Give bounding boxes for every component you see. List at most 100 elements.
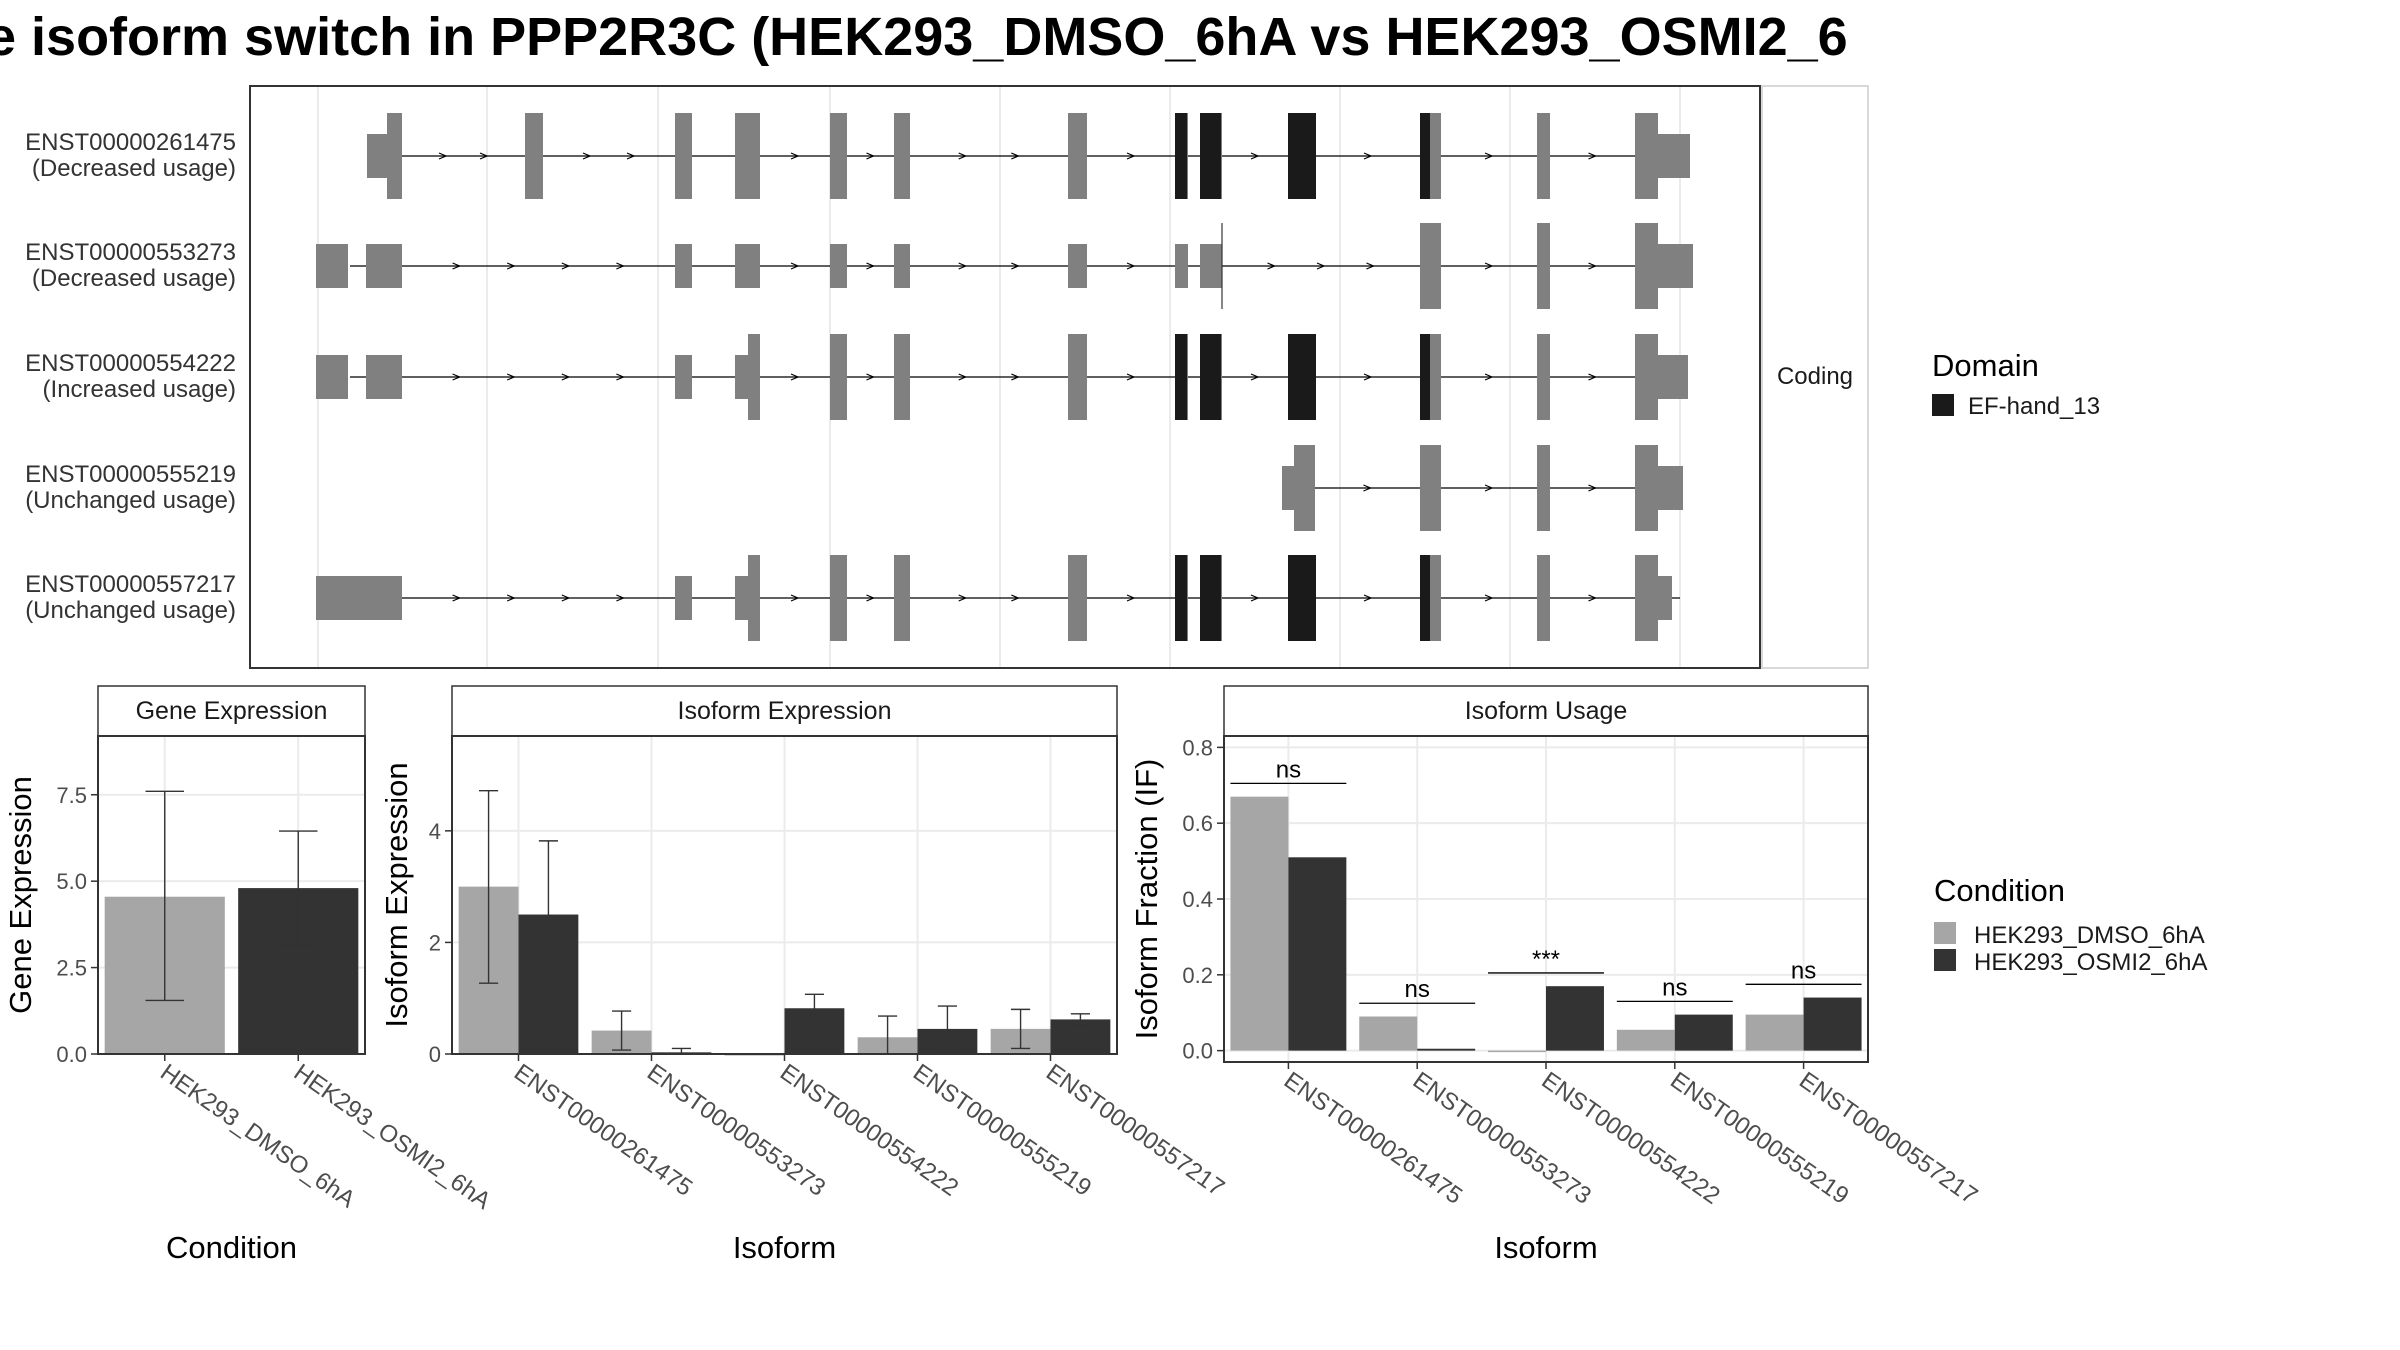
intron-arrow (1250, 152, 1260, 160)
intron-arrow (626, 152, 636, 160)
ef-hand-domain (1200, 113, 1221, 199)
intron-arrow (1126, 262, 1136, 270)
domain-legend-label: EF-hand_13 (1968, 393, 2100, 420)
exon (1175, 244, 1188, 288)
exon (748, 555, 760, 641)
exon (1068, 334, 1087, 420)
exon (1635, 113, 1658, 199)
intron-arrow (1366, 262, 1376, 270)
exon (1294, 445, 1315, 531)
intron-arrow (561, 373, 571, 381)
exon (830, 334, 847, 420)
y-axis-title: Isoform Expression (379, 762, 414, 1027)
intron-arrow (616, 262, 625, 270)
condition-legend-label: HEK293_DMSO_6hA (1974, 922, 2205, 949)
panel-strip (97, 685, 366, 737)
intron-arrow (1588, 152, 1598, 160)
gene-expression-panel: Gene Expression0.02.55.07.5HEK293_DMSO_6… (3, 685, 496, 1265)
bar (1288, 857, 1347, 1051)
exon (525, 113, 543, 199)
exon (366, 355, 402, 399)
ef-hand-domain (1288, 555, 1316, 641)
y-tick-label: 0.0 (1182, 1039, 1213, 1064)
intron-arrow (452, 594, 462, 602)
bar (1359, 1016, 1418, 1051)
intron-arrow (438, 152, 448, 160)
panel-frame (97, 735, 366, 1055)
y-tick-label: 5.0 (56, 869, 87, 894)
exon (1068, 113, 1087, 199)
exon (830, 555, 847, 641)
intron-arrow (1250, 373, 1260, 381)
panel-strip-title: Gene Expression (136, 697, 328, 725)
significance-label: ns (1662, 974, 1687, 1001)
exon (675, 355, 692, 399)
exon (748, 334, 760, 420)
exon (675, 576, 692, 620)
y-tick-label: 0 (429, 1042, 441, 1067)
intron-arrow (1126, 373, 1136, 381)
bar (1230, 796, 1289, 1051)
exon (1635, 223, 1658, 309)
exon (1635, 334, 1658, 420)
intron-arrow (1484, 152, 1494, 160)
intron-arrow (790, 262, 800, 270)
intron-arrow (1267, 262, 1277, 270)
ef-hand-domain (1175, 113, 1187, 199)
intron-arrow (1363, 152, 1373, 160)
transcript-usage-label: (Increased usage) (43, 376, 236, 403)
intron-arrow (790, 594, 800, 602)
exon (367, 134, 388, 178)
y-tick-label: 0.2 (1182, 963, 1213, 988)
exon (894, 244, 910, 288)
ef-hand-domain (1200, 555, 1221, 641)
exon (1658, 576, 1672, 620)
exon (1635, 555, 1658, 641)
x-axis-title: Isoform (733, 1230, 836, 1265)
bar (1616, 1029, 1675, 1051)
intron-arrow (452, 373, 462, 381)
significance-label: ns (1405, 976, 1430, 1003)
intron-arrow (506, 373, 516, 381)
coding-strip-label: Coding (1777, 363, 1853, 390)
intron-arrow (958, 373, 968, 381)
intron-arrow (506, 262, 516, 270)
y-axis-title: Isoform Fraction (IF) (1129, 759, 1164, 1040)
intron-arrow (1588, 373, 1598, 381)
exon (894, 555, 910, 641)
isoform-expression-panel: Isoform Expression024ENST00000261475ENST… (379, 685, 1229, 1265)
y-tick-label: 4 (429, 819, 441, 844)
exon (1635, 445, 1658, 531)
intron-arrow (1126, 152, 1136, 160)
x-axis-title: Isoform (1494, 1230, 1597, 1265)
intron-arrow (790, 373, 800, 381)
bar (1745, 1014, 1804, 1051)
exon (1658, 134, 1690, 178)
condition-legend-swatch (1934, 922, 1956, 944)
transcript-usage-label: (Decreased usage) (32, 155, 236, 182)
isoform-usage-panel: Isoform Usagensns***nsns0.00.20.40.60.8E… (1129, 685, 1982, 1265)
ef-hand-domain (1420, 555, 1430, 641)
y-tick-label: 2 (429, 930, 441, 955)
ef-hand-domain (1175, 334, 1187, 420)
condition-legend-swatch (1934, 949, 1956, 971)
transcript-usage-label: (Decreased usage) (32, 265, 236, 292)
bar (1674, 1014, 1733, 1051)
exon (1068, 555, 1087, 641)
y-tick-label: 0.0 (56, 1042, 87, 1067)
exon (1658, 244, 1693, 288)
intron-arrow (582, 152, 592, 160)
transcript-id-label: ENST00000553273 (25, 239, 236, 266)
exon (735, 113, 760, 199)
exon (1658, 355, 1688, 399)
transcript-usage-label: (Unchanged usage) (25, 597, 236, 624)
bar (1803, 997, 1862, 1051)
exon (830, 244, 847, 288)
exon (316, 244, 348, 288)
exon (894, 113, 910, 199)
intron-arrow (616, 594, 625, 602)
intron-arrow (479, 152, 489, 160)
intron-arrow (616, 373, 625, 381)
panel-strip-title: Isoform Expression (678, 697, 892, 725)
